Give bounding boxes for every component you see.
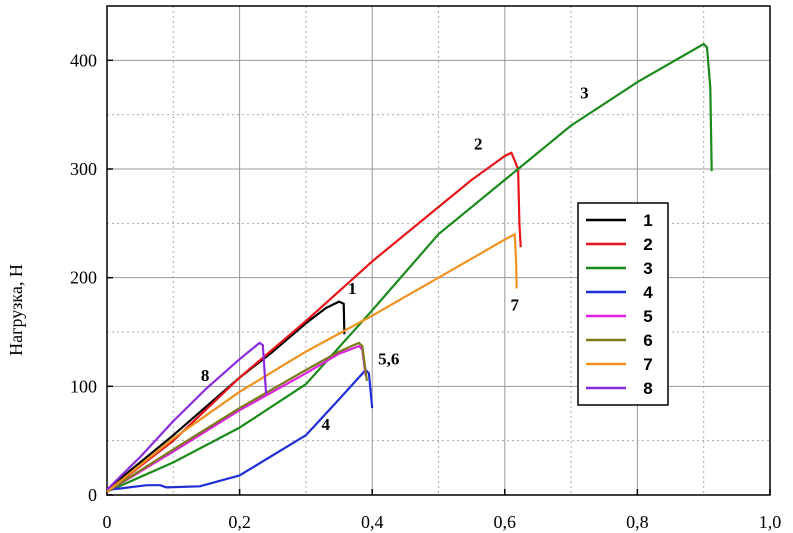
y-tick-label: 200 [70,268,97,288]
legend-label-4: 4 [643,283,653,302]
series-line-2 [106,151,522,493]
series-line-3 [106,42,713,493]
y-axis-label: Нагрузка, Н [6,264,26,356]
annotation-label: 7 [510,295,519,314]
y-tick-label: 100 [70,376,97,396]
annotation-label: 1 [348,279,357,298]
series-line-6 [106,341,368,493]
series-line-8 [106,341,268,491]
x-tick-label: 1,0 [759,512,782,532]
series-line-1 [106,300,346,491]
x-tick-label: 0,4 [361,512,384,532]
annotation-label: 4 [322,415,331,434]
legend-label-3: 3 [643,259,652,278]
legend-label-2: 2 [643,235,652,254]
legend-box [577,202,669,406]
x-axis-ticks: 0 0,2 0,4 0,6 0,8 1,0 [103,489,782,532]
annotation-label: 5,6 [378,350,399,369]
legend-label-8: 8 [643,379,652,398]
legend-label-6: 6 [643,331,652,350]
legend-label-1: 1 [643,211,652,230]
annotation-label: 8 [201,366,210,385]
x-tick-label: 0,8 [626,512,649,532]
y-tick-label: 400 [70,50,97,70]
annotation-label: 3 [580,83,589,102]
x-tick-label: 0 [103,512,112,532]
legend-label-5: 5 [643,307,652,326]
series-annotations: 1 2 3 4 5,6 7 8 [201,83,589,433]
series-line-7 [106,233,518,493]
plot-frame [106,5,771,496]
x-tick-label: 0,6 [494,512,517,532]
y-tick-label: 300 [70,159,97,179]
legend-label-7: 7 [643,355,652,374]
annotation-label: 2 [474,134,483,153]
series-lines [106,42,713,493]
grid [107,5,770,495]
legend: 1 2 3 4 5 6 7 8 [577,202,669,406]
y-axis-ticks: 0 100 200 300 400 [70,50,113,505]
y-tick-label: 0 [88,485,97,505]
x-tick-label: 0,2 [228,512,251,532]
